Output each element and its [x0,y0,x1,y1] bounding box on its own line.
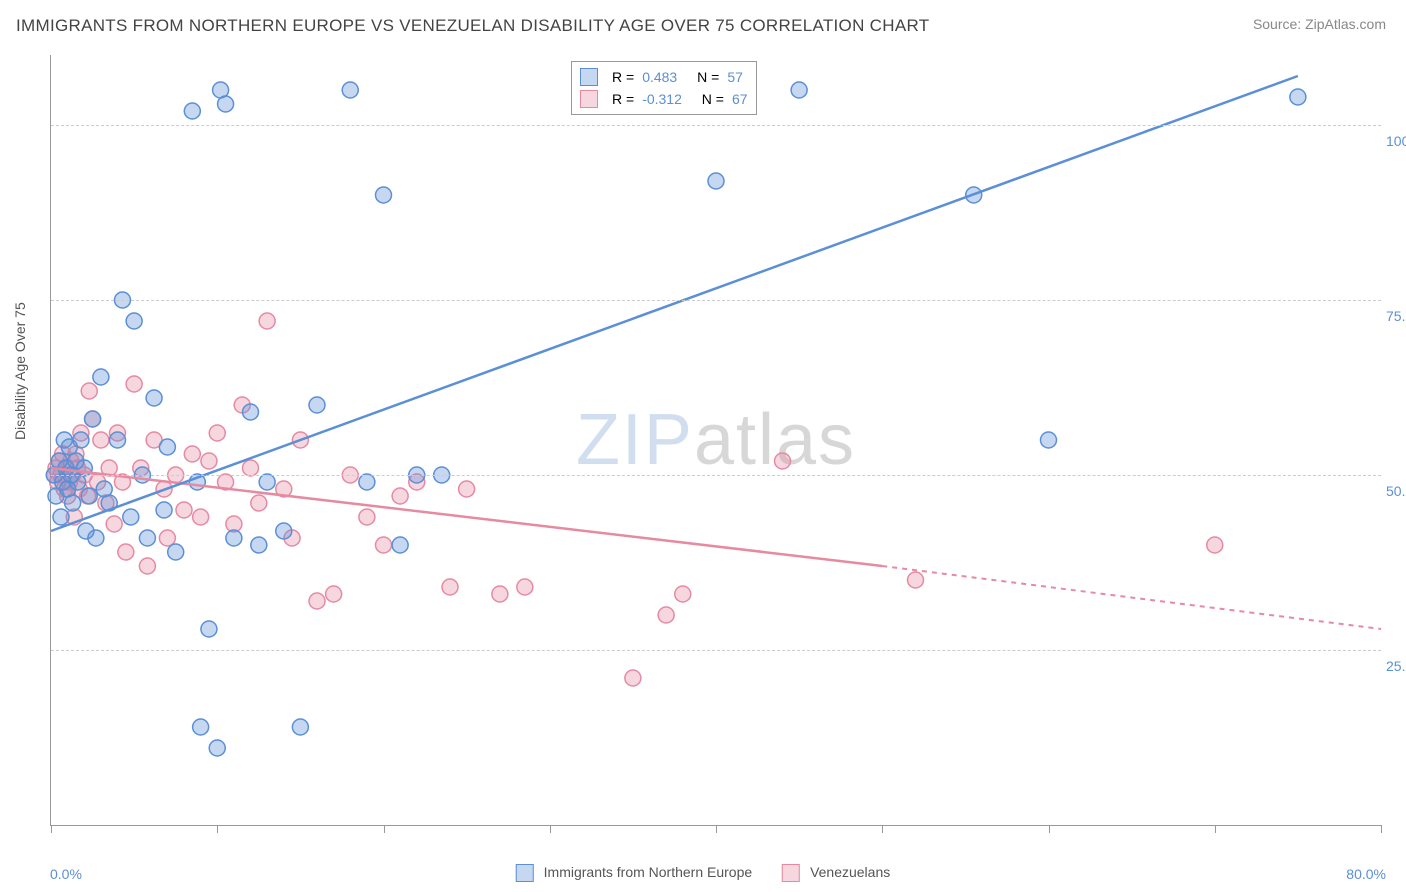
r-val-a: 0.483 [642,69,677,85]
chart-title: IMMIGRANTS FROM NORTHERN EUROPE VS VENEZ… [16,16,929,36]
legend-label-a: Immigrants from Northern Europe [544,864,753,880]
swatch-series-b [580,90,598,108]
legend-item-b: Venezuelans [782,864,890,882]
gridline [51,475,1381,476]
swatch-series-a [580,68,598,86]
swatch-series-a [516,864,534,882]
xtick [550,825,551,833]
gridline [51,125,1381,126]
xtick [217,825,218,833]
n-val-a: 57 [727,69,743,85]
bottom-legend: Immigrants from Northern Europe Venezuel… [516,864,891,882]
r-label: R = [612,69,634,85]
x-axis-min: 0.0% [50,866,82,882]
xtick [1381,825,1382,833]
xtick [716,825,717,833]
stat-row-b: R = -0.312 N = 67 [580,88,748,110]
xtick [384,825,385,833]
source-label: Source: ZipAtlas.com [1253,16,1386,32]
y-axis-label: Disability Age Over 75 [12,302,28,440]
n-label: N = [697,69,719,85]
xtick [882,825,883,833]
xtick [1215,825,1216,833]
gridline [51,650,1381,651]
plot-svg [51,55,1381,825]
swatch-series-b [782,864,800,882]
xtick [1049,825,1050,833]
ytick-label: 100.0% [1386,133,1406,149]
x-axis-max: 80.0% [1346,866,1386,882]
legend-item-a: Immigrants from Northern Europe [516,864,752,882]
r-label: R = [612,91,634,107]
xtick [51,825,52,833]
plot-area: ZIPatlas R = 0.483 N = 57 R = -0.312 N =… [50,55,1381,826]
ytick-label: 25.0% [1386,658,1406,674]
ytick-label: 75.0% [1386,308,1406,324]
gridline [51,300,1381,301]
ytick-label: 50.0% [1386,483,1406,499]
n-val-b: 67 [732,91,748,107]
stat-row-a: R = 0.483 N = 57 [580,66,748,88]
r-val-b: -0.312 [642,91,682,107]
legend-label-b: Venezuelans [810,864,890,880]
n-label: N = [702,91,724,107]
stat-legend: R = 0.483 N = 57 R = -0.312 N = 67 [571,61,757,115]
